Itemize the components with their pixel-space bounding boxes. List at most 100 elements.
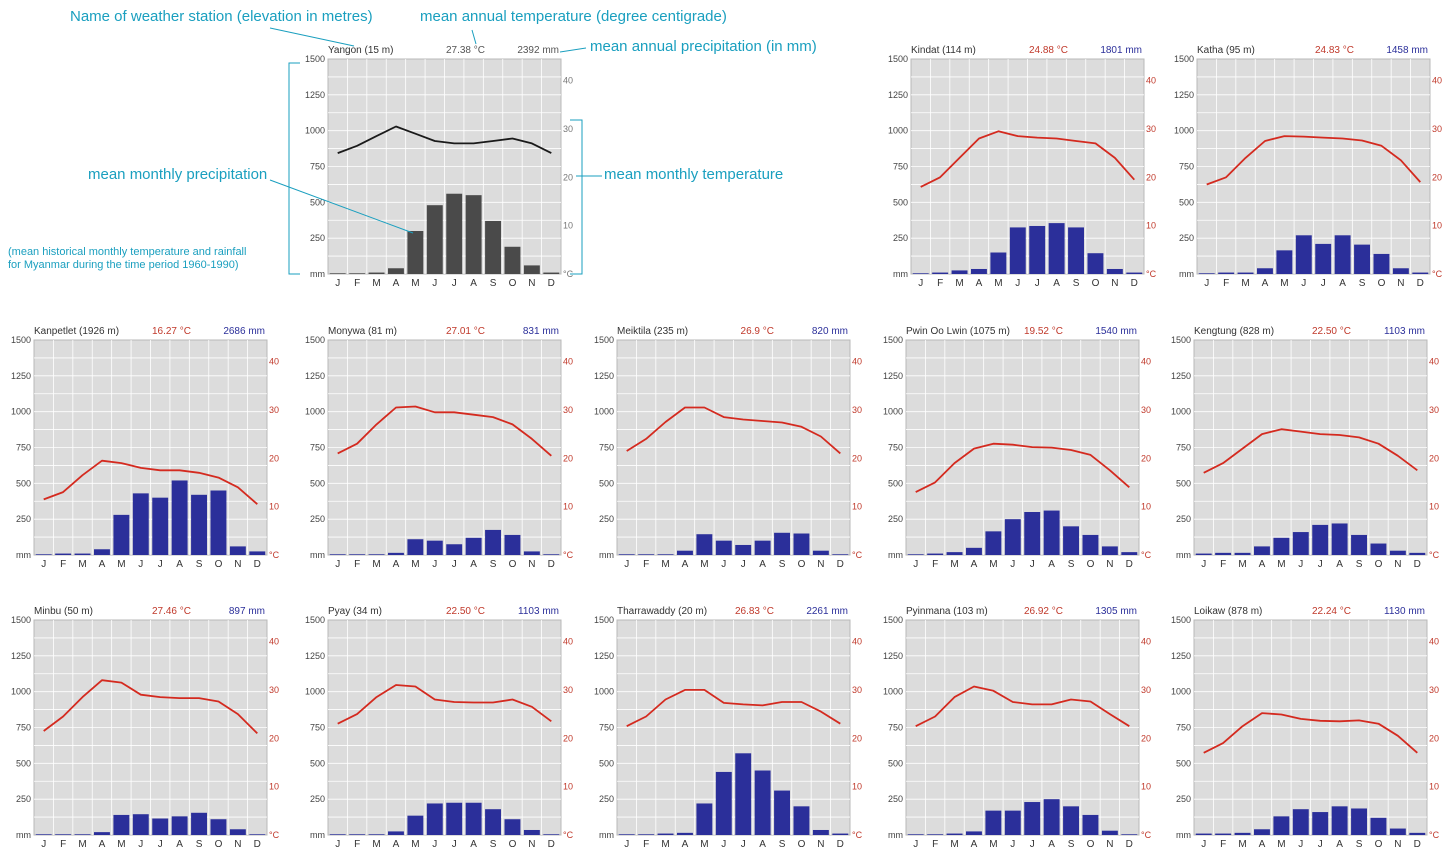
temp-tick-label: 20 — [1432, 172, 1442, 182]
month-label: M — [411, 839, 419, 850]
precip-bar — [113, 514, 130, 555]
precip-tick-label: 1500 — [305, 54, 325, 64]
precip-tick-label: 1250 — [594, 371, 614, 381]
precip-bar — [965, 831, 982, 835]
precip-bar — [927, 553, 944, 555]
precip-bar — [1121, 552, 1138, 555]
month-label: F — [643, 559, 649, 570]
precip-tick-label: 1250 — [305, 371, 325, 381]
precip-tick-label: 250 — [1176, 514, 1191, 524]
month-label: D — [1126, 559, 1133, 570]
precip-tick-label: 500 — [310, 478, 325, 488]
month-label: N — [528, 839, 535, 850]
temp-tick-label: °C — [1141, 550, 1152, 560]
precip-tick-label: mm — [1176, 550, 1191, 560]
precip-bar — [793, 806, 810, 835]
precip-bar — [171, 816, 188, 835]
temp-tick-label: 10 — [852, 502, 862, 512]
month-label: N — [1111, 278, 1118, 289]
annual-precipitation: 1103 mm — [1384, 326, 1425, 337]
month-label: J — [138, 559, 143, 570]
annotation-note: (mean historical monthly temperature and… — [8, 246, 293, 272]
precip-bar — [970, 268, 987, 274]
precip-bar — [1354, 244, 1371, 274]
precip-tick-label: 750 — [893, 162, 908, 172]
month-label: D — [1131, 278, 1138, 289]
temp-tick-label: 30 — [269, 685, 279, 695]
precip-tick-label: 750 — [888, 723, 903, 733]
month-label: S — [490, 839, 497, 850]
annual-temperature: 27.01 °C — [446, 326, 485, 337]
precip-tick-label: 1250 — [883, 371, 903, 381]
precip-bar — [426, 540, 443, 555]
precip-bar — [618, 834, 635, 835]
precip-bar — [191, 812, 208, 835]
precip-tick-label: 500 — [1179, 197, 1194, 207]
precip-bar — [735, 753, 752, 835]
precip-bar — [932, 272, 949, 274]
precip-bar — [1024, 512, 1041, 555]
month-label: A — [971, 559, 978, 570]
annual-temperature: 27.38 °C — [446, 45, 485, 56]
precip-bar — [985, 531, 1002, 555]
month-label: M — [955, 278, 963, 289]
temp-tick-label: 20 — [269, 733, 279, 743]
temp-tick-label: 40 — [563, 76, 573, 86]
precip-tick-label: mm — [16, 550, 31, 560]
month-label: J — [913, 559, 918, 570]
precip-bar — [638, 554, 655, 555]
precip-bar — [715, 540, 732, 555]
precip-bar — [1198, 273, 1215, 274]
precip-bar — [946, 552, 963, 555]
month-label: J — [721, 559, 726, 570]
precip-bar — [946, 833, 963, 835]
precip-tick-label: 500 — [888, 758, 903, 768]
precip-bar — [368, 272, 385, 274]
month-label: A — [393, 559, 400, 570]
month-label: J — [41, 559, 46, 570]
precip-bar — [132, 493, 149, 555]
annotation-station-name: Name of weather station (elevation in me… — [70, 8, 373, 25]
precip-bar — [1331, 523, 1348, 555]
precip-tick-label: 250 — [599, 794, 614, 804]
precip-tick-label: 750 — [16, 723, 31, 733]
precip-bar — [329, 554, 346, 555]
precip-tick-label: 1250 — [305, 90, 325, 100]
precip-bar — [985, 810, 1002, 835]
precip-bar — [349, 554, 366, 555]
month-label: A — [682, 559, 689, 570]
month-label: M — [411, 559, 419, 570]
precip-bar — [465, 537, 482, 555]
precip-bar — [965, 547, 982, 555]
precip-tick-label: 1500 — [883, 335, 903, 345]
precip-bar — [1315, 243, 1332, 274]
temperature-line — [337, 125, 552, 154]
precip-bar — [152, 818, 169, 835]
station-name: Kindat (114 m) — [911, 45, 976, 56]
month-label: N — [234, 839, 241, 850]
precip-bar — [229, 829, 246, 835]
month-label: M — [989, 559, 997, 570]
month-label: A — [176, 559, 183, 570]
station-name: Pwin Oo Lwin (1075 m) — [906, 326, 1010, 337]
precip-bar — [1126, 272, 1143, 274]
annual-precipitation: 831 mm — [523, 326, 559, 337]
month-label: J — [624, 839, 629, 850]
precip-tick-label: mm — [1176, 830, 1191, 840]
month-label: J — [158, 839, 163, 850]
month-label: O — [1375, 559, 1383, 570]
precip-tick-label: 1000 — [305, 687, 325, 697]
month-label: A — [393, 278, 400, 289]
temp-tick-label: 20 — [1429, 733, 1439, 743]
temp-tick-label: 40 — [1146, 76, 1156, 86]
temperature-line — [626, 406, 841, 455]
precip-bar — [387, 831, 404, 835]
precip-bar — [446, 802, 463, 835]
month-label: F — [937, 278, 943, 289]
precip-bar — [1063, 806, 1080, 835]
precip-bar — [465, 802, 482, 835]
precip-tick-label: 1000 — [1174, 126, 1194, 136]
